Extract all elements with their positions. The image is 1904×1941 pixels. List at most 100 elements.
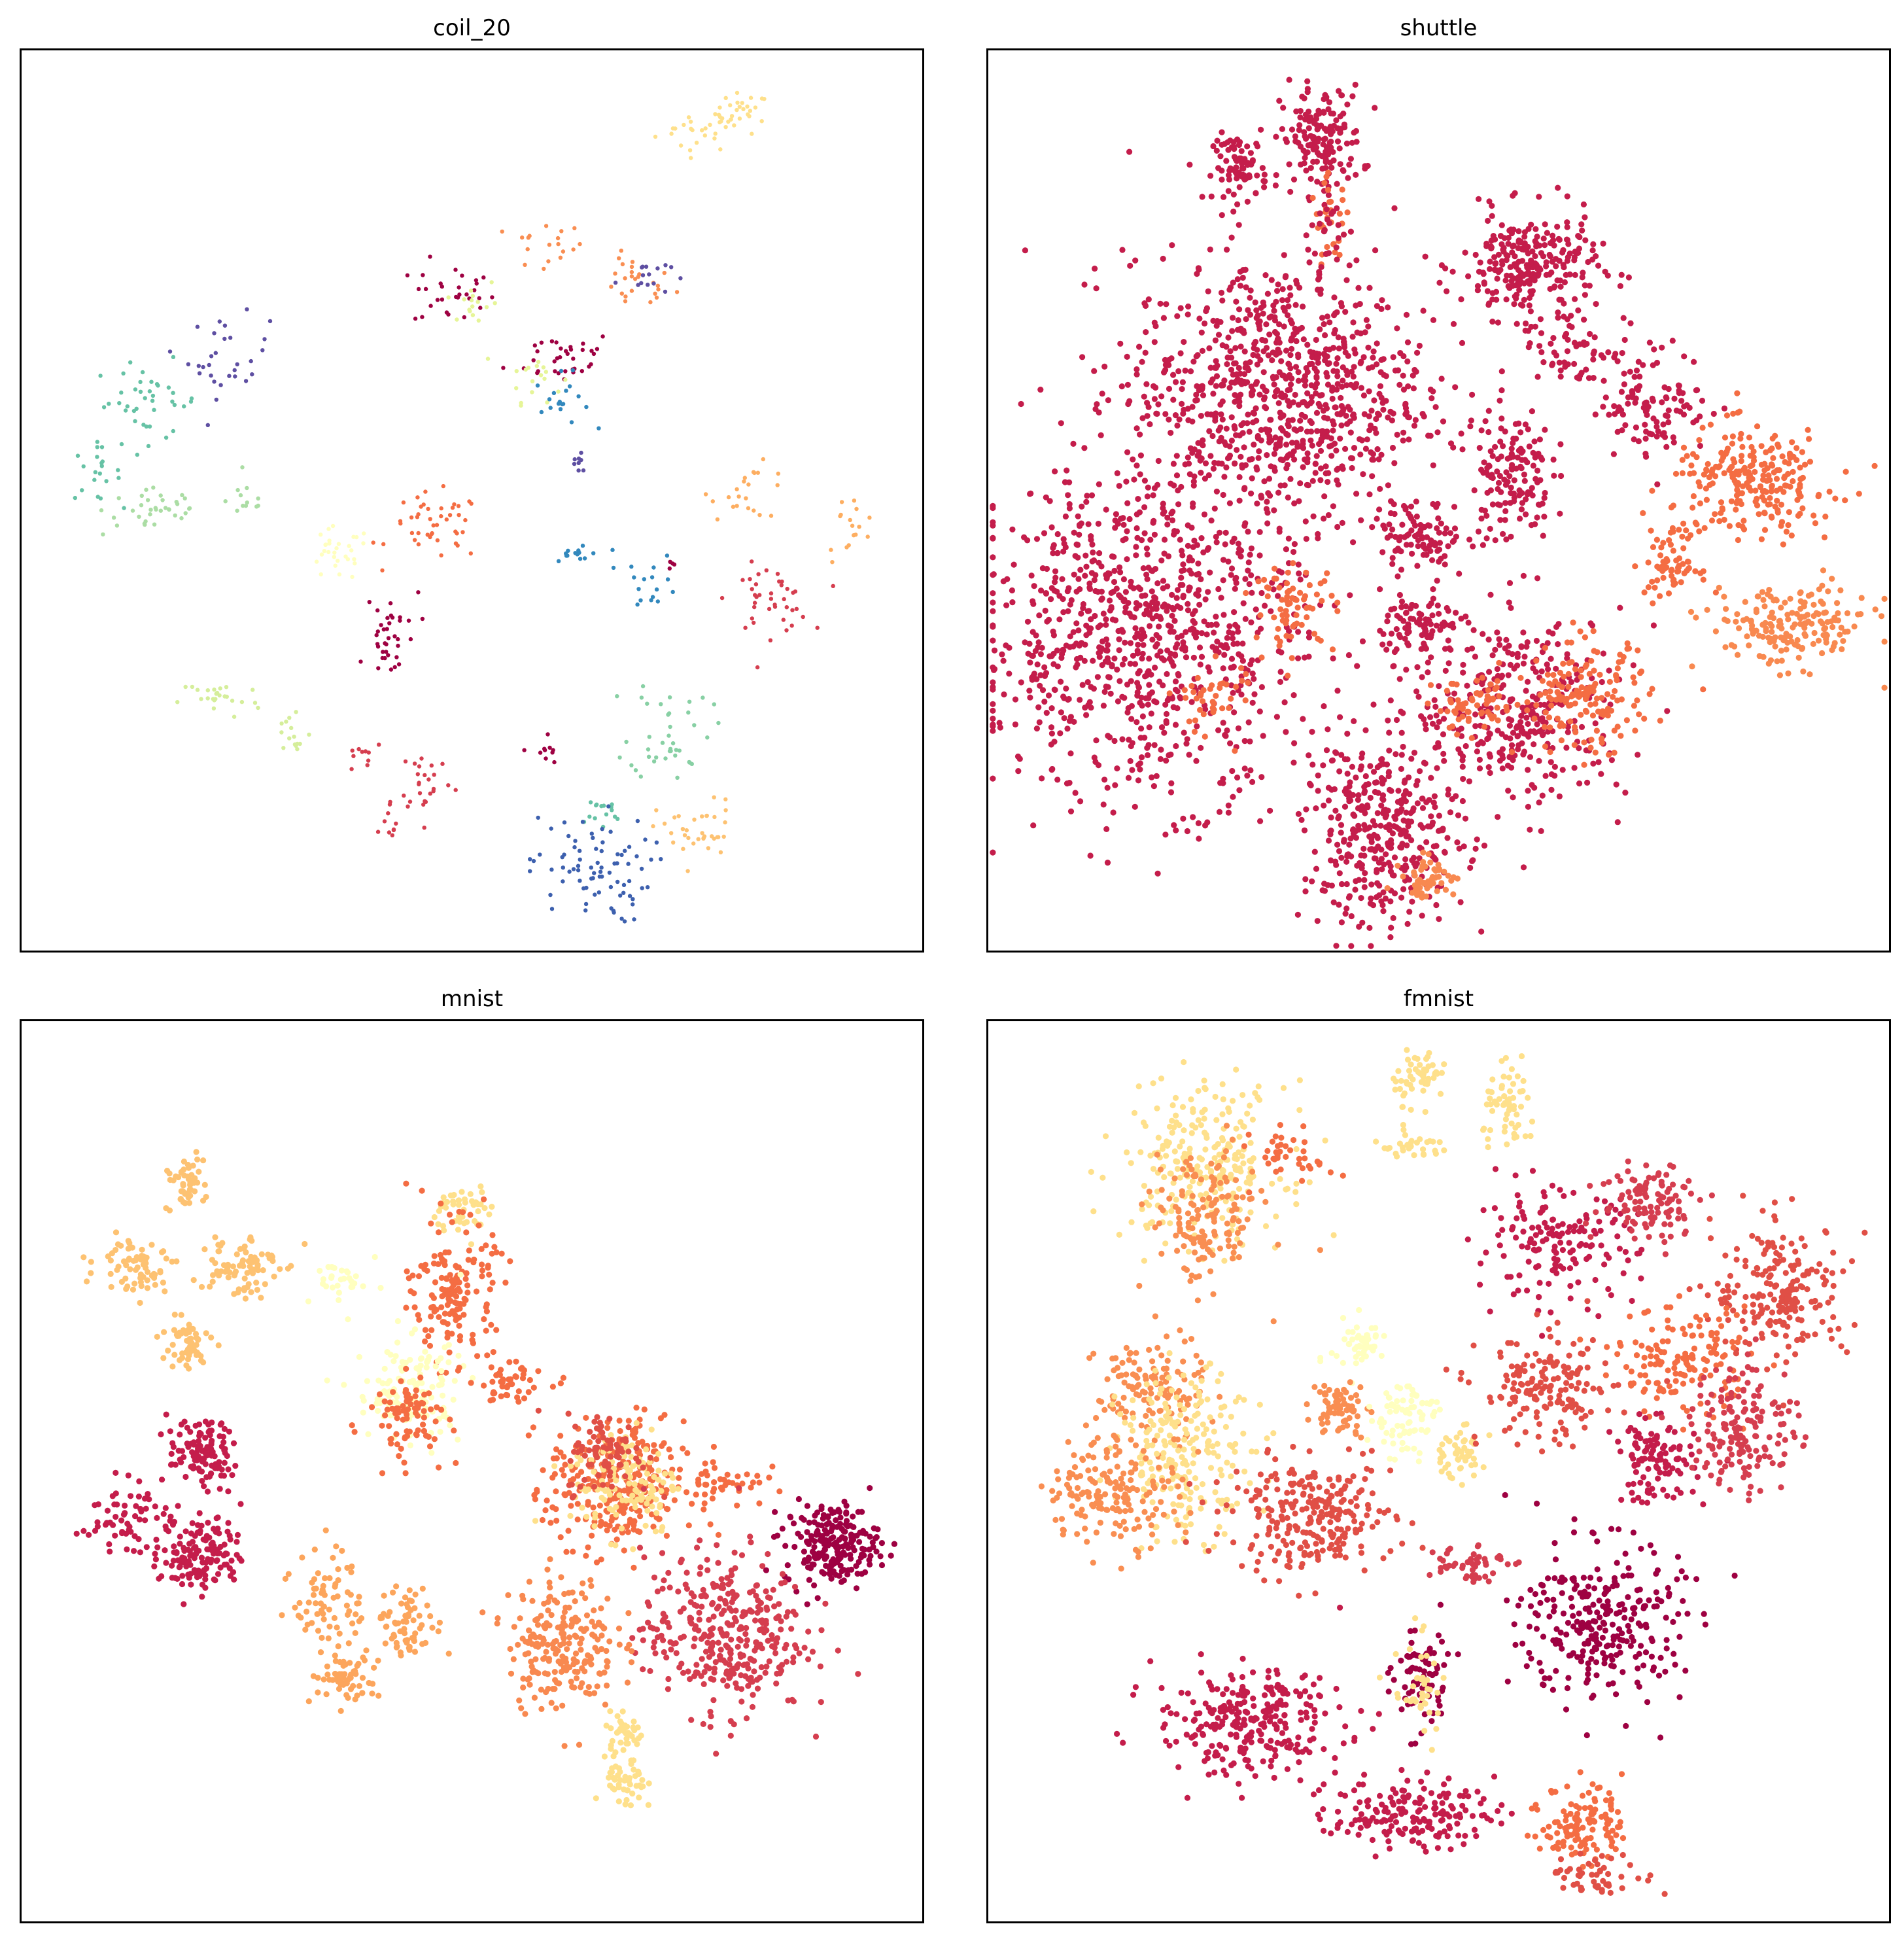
scatter-point	[1278, 649, 1285, 656]
scatter-point	[1494, 275, 1500, 282]
scatter-point	[1229, 328, 1236, 334]
scatter-point	[1122, 589, 1129, 595]
scatter-point	[1625, 400, 1631, 407]
scatter-point	[1286, 77, 1292, 83]
scatter-point	[1555, 641, 1561, 648]
scatter-point	[1161, 369, 1168, 376]
scatter-point	[1775, 444, 1782, 450]
scatter-point	[609, 285, 614, 289]
scatter-point	[381, 542, 386, 546]
scatter-point	[1761, 487, 1768, 495]
scatter-point	[1139, 650, 1146, 657]
scatter-point	[576, 456, 581, 461]
scatter-point	[1616, 659, 1622, 665]
scatter-point	[1564, 193, 1570, 200]
scatter-point	[1266, 585, 1272, 591]
scatter-point	[1350, 374, 1357, 380]
scatter-point	[1200, 442, 1206, 449]
scatter-point	[1423, 645, 1429, 652]
scatter-point	[1229, 538, 1236, 546]
scatter-point	[1558, 472, 1565, 480]
scatter-point	[1506, 716, 1512, 722]
scatter-point	[1172, 412, 1179, 419]
scatter-point	[1028, 490, 1034, 497]
scatter-point	[1650, 600, 1656, 606]
scatter-point	[530, 390, 534, 394]
scatter-point	[1459, 446, 1466, 453]
scatter-point	[1196, 835, 1202, 842]
scatter-point	[1349, 93, 1356, 99]
scatter-point	[163, 506, 168, 510]
scatter-point	[1324, 313, 1330, 320]
scatter-point	[1385, 482, 1391, 489]
scatter-point	[1740, 526, 1748, 533]
point-cluster	[611, 553, 675, 607]
scatter-point	[446, 312, 451, 317]
scatter-point	[1324, 186, 1332, 193]
scatter-point	[391, 827, 396, 832]
scatter-point	[689, 156, 693, 160]
scatter-point	[1186, 471, 1193, 478]
scatter-point	[1167, 629, 1173, 635]
scatter-point	[1234, 201, 1241, 207]
scatter-point	[599, 848, 604, 854]
scatter-point	[1305, 142, 1311, 149]
scatter-point	[1073, 588, 1080, 595]
scatter-point	[702, 133, 708, 138]
scatter-point	[1264, 593, 1271, 600]
scatter-point	[1402, 635, 1408, 642]
scatter-point	[1654, 577, 1661, 584]
scatter-point	[1583, 692, 1589, 699]
scatter-point	[186, 362, 191, 366]
scatter-point	[93, 470, 97, 474]
scatter-point	[1148, 710, 1154, 717]
scatter-point	[1267, 807, 1273, 814]
scatter-point	[1315, 359, 1321, 366]
scatter-point	[1553, 665, 1559, 672]
scatter-point	[1093, 285, 1099, 292]
scatter-point	[1198, 630, 1205, 637]
scatter-point	[712, 795, 716, 800]
scatter-point	[632, 277, 638, 281]
scatter-point	[1297, 576, 1304, 583]
scatter-point	[1235, 725, 1242, 731]
scatter-point	[190, 684, 195, 690]
scatter-point	[990, 707, 996, 714]
scatter-point	[1364, 436, 1370, 443]
scatter-point	[1195, 440, 1202, 446]
scatter-point	[1514, 321, 1520, 327]
scatter-point	[1255, 432, 1261, 440]
scatter-point	[1510, 794, 1516, 801]
scatter-point	[1633, 367, 1640, 374]
scatter-point	[1515, 420, 1522, 427]
scatter-point	[1275, 489, 1282, 496]
scatter-point	[1459, 705, 1466, 712]
scatter-point	[1798, 614, 1805, 620]
scatter-point	[1212, 653, 1219, 659]
scatter-point	[1511, 495, 1517, 501]
scatter-point	[1403, 667, 1410, 673]
scatter-point	[1525, 426, 1531, 432]
scatter-point	[218, 686, 222, 691]
scatter-point	[1669, 567, 1675, 573]
scatter-point	[199, 697, 203, 701]
scatter-point	[1230, 640, 1237, 648]
scatter-point	[1434, 429, 1441, 436]
scatter-point	[139, 503, 144, 508]
scatter-point	[1226, 500, 1233, 506]
scatter-point	[1654, 481, 1661, 488]
scatter-point	[249, 358, 253, 364]
scatter-point	[1260, 178, 1267, 184]
scatter-point	[1611, 750, 1618, 756]
scatter-point	[549, 867, 554, 872]
scatter-point	[1125, 400, 1132, 408]
scatter-point	[1081, 445, 1088, 451]
scatter-point	[1228, 414, 1235, 421]
scatter-point	[1059, 576, 1065, 582]
scatter-point	[347, 544, 351, 548]
scatter-point	[1238, 155, 1244, 162]
scatter-point	[179, 516, 184, 521]
point-cluster	[581, 800, 620, 830]
scatter-point	[678, 143, 684, 148]
scatter-point	[1436, 610, 1442, 617]
